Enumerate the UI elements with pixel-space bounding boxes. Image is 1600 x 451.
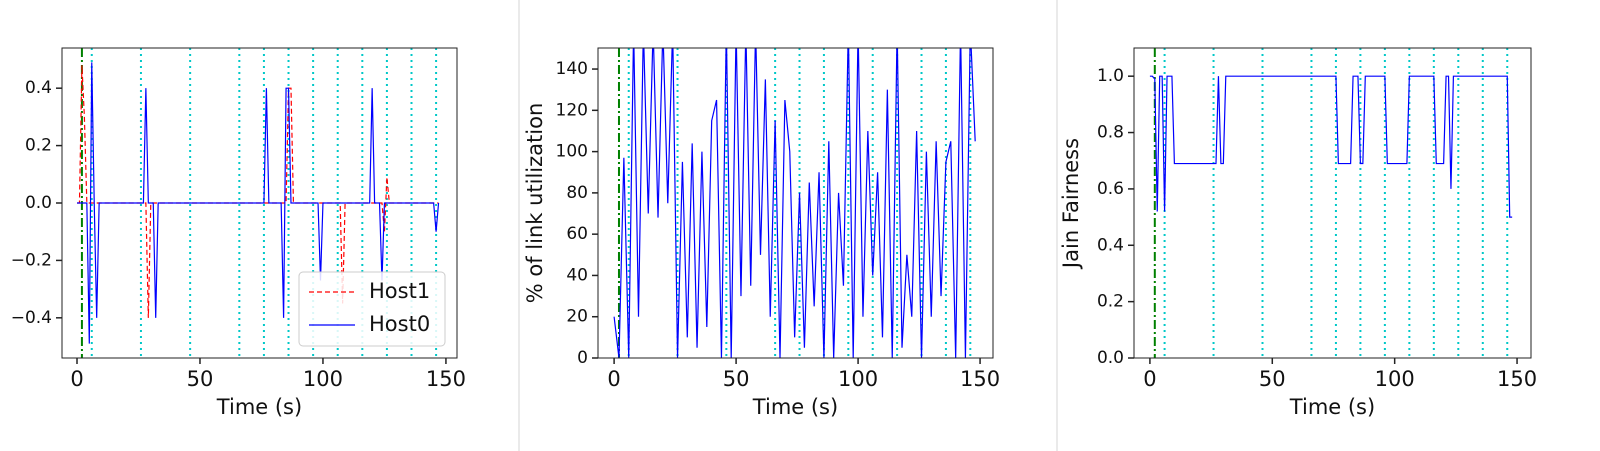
plot-area [1149, 48, 1513, 358]
y-tick-label: 0.4 [25, 78, 52, 98]
x-tick-label: 0 [70, 367, 83, 391]
y-tick-label: 20 [566, 307, 588, 327]
y-tick-label: −0.4 [11, 308, 52, 328]
y-tick-label: 60 [566, 224, 588, 244]
y-tick-label: 80 [566, 183, 588, 203]
x-tick-label: 150 [426, 367, 466, 391]
x-axis-label: Time (s) [1289, 395, 1375, 419]
y-tick-label: 0.2 [25, 136, 52, 156]
y-tick-label: 0 [577, 348, 588, 368]
y-tick-label: 140 [556, 59, 588, 79]
data-line [613, 48, 976, 358]
y-tick-label: 0.2 [1097, 292, 1124, 312]
x-tick-label: 50 [187, 367, 214, 391]
y-axis-label: Jain Fairness [1059, 138, 1083, 270]
x-axis-label: Time (s) [752, 395, 838, 419]
y-axis-label: % of link utilization [523, 103, 547, 304]
x-tick-label: 50 [1259, 367, 1286, 391]
x-tick-label: 50 [723, 367, 750, 391]
x-tick-label: 0 [607, 367, 620, 391]
data-line [77, 62, 440, 344]
legend-label: Host0 [369, 312, 430, 336]
x-axis-label: Time (s) [216, 395, 302, 419]
x-tick-label: 100 [1375, 367, 1415, 391]
y-tick-label: 40 [566, 265, 588, 285]
y-tick-label: 0.0 [1097, 348, 1124, 368]
axes-frame [1133, 47, 1532, 359]
data-line [1149, 75, 1513, 218]
x-tick-label: 150 [1497, 367, 1537, 391]
x-tick-label: 100 [838, 367, 878, 391]
axes-frame [597, 47, 994, 359]
y-tick-label: 100 [556, 142, 588, 162]
y-tick-label: 0.8 [1097, 123, 1124, 143]
y-tick-label: 1.0 [1097, 66, 1124, 86]
y-tick-label: −0.2 [11, 250, 52, 270]
y-tick-label: 120 [556, 100, 588, 120]
legend-label: Host1 [369, 279, 430, 303]
y-tick-label: 0.6 [1097, 179, 1124, 199]
legend-box [298, 271, 446, 347]
x-tick-label: 100 [303, 367, 343, 391]
y-tick-label: 0.0 [25, 193, 52, 213]
x-tick-label: 0 [1143, 367, 1156, 391]
y-tick-label: 0.4 [1097, 235, 1124, 255]
x-tick-label: 150 [960, 367, 1000, 391]
plot-area [613, 48, 976, 358]
